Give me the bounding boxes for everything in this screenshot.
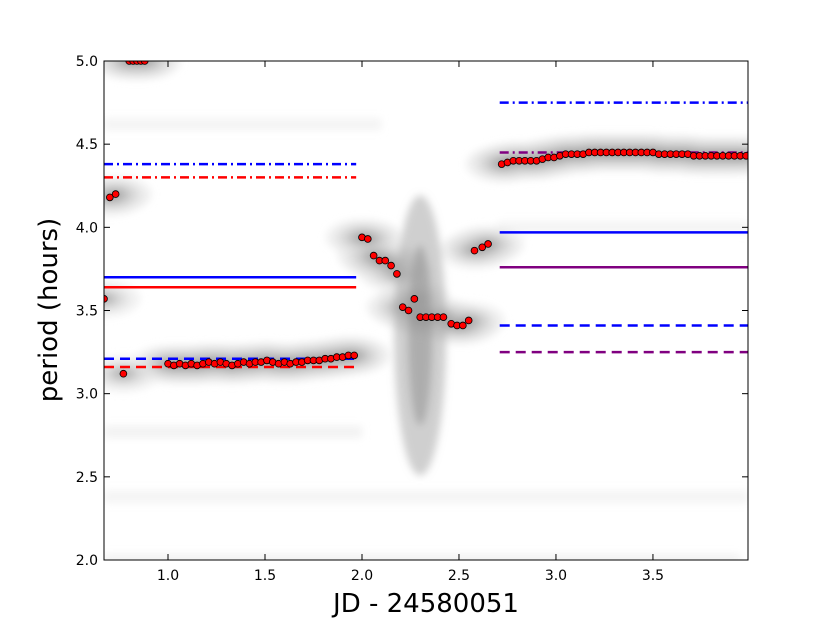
data-point [439,313,448,321]
data-point [398,303,407,311]
data-point [459,321,467,330]
data-point [387,261,395,270]
y-tick-label: 2.5 [76,470,98,486]
data-point [350,351,359,360]
data-point [106,193,114,202]
y-axis-title: period (hours) [34,218,64,402]
y-tick-label: 4.5 [76,137,98,153]
data-point [410,295,419,303]
x-axis-title: JD - 24580051 [331,589,519,619]
data-point [111,190,120,198]
x-tick-label: 3.5 [642,568,664,584]
data-point [484,240,492,248]
x-axis: 1.0 1.5 2.0 2.5 3.0 3.5 [157,61,664,584]
data-point [464,316,473,325]
data-points [104,61,748,378]
data-point [478,243,487,252]
x-tick-label: 2.0 [351,568,373,584]
x-tick-label: 1.5 [254,568,276,584]
x-tick-label: 1.0 [157,568,179,584]
y-axis: 2.0 2.5 3.0 3.5 4.0 4.5 5.0 [76,54,748,569]
y-tick-label: 2.0 [76,553,98,569]
x-tick-label: 3.0 [545,568,567,584]
y-tick-label: 3.5 [76,304,98,320]
data-point [470,246,479,255]
data-point [742,152,748,160]
x-tick-label: 2.5 [448,568,470,584]
data-point [140,61,149,65]
y-tick-label: 5.0 [76,54,98,70]
data-point [104,295,108,303]
data-point [119,369,128,378]
y-tick-label: 4.0 [76,220,98,236]
data-point [393,270,401,278]
data-point [369,251,378,260]
y-tick-label: 3.0 [76,387,98,403]
data-point [404,306,413,315]
data-point [381,256,390,265]
data-point [364,235,372,243]
